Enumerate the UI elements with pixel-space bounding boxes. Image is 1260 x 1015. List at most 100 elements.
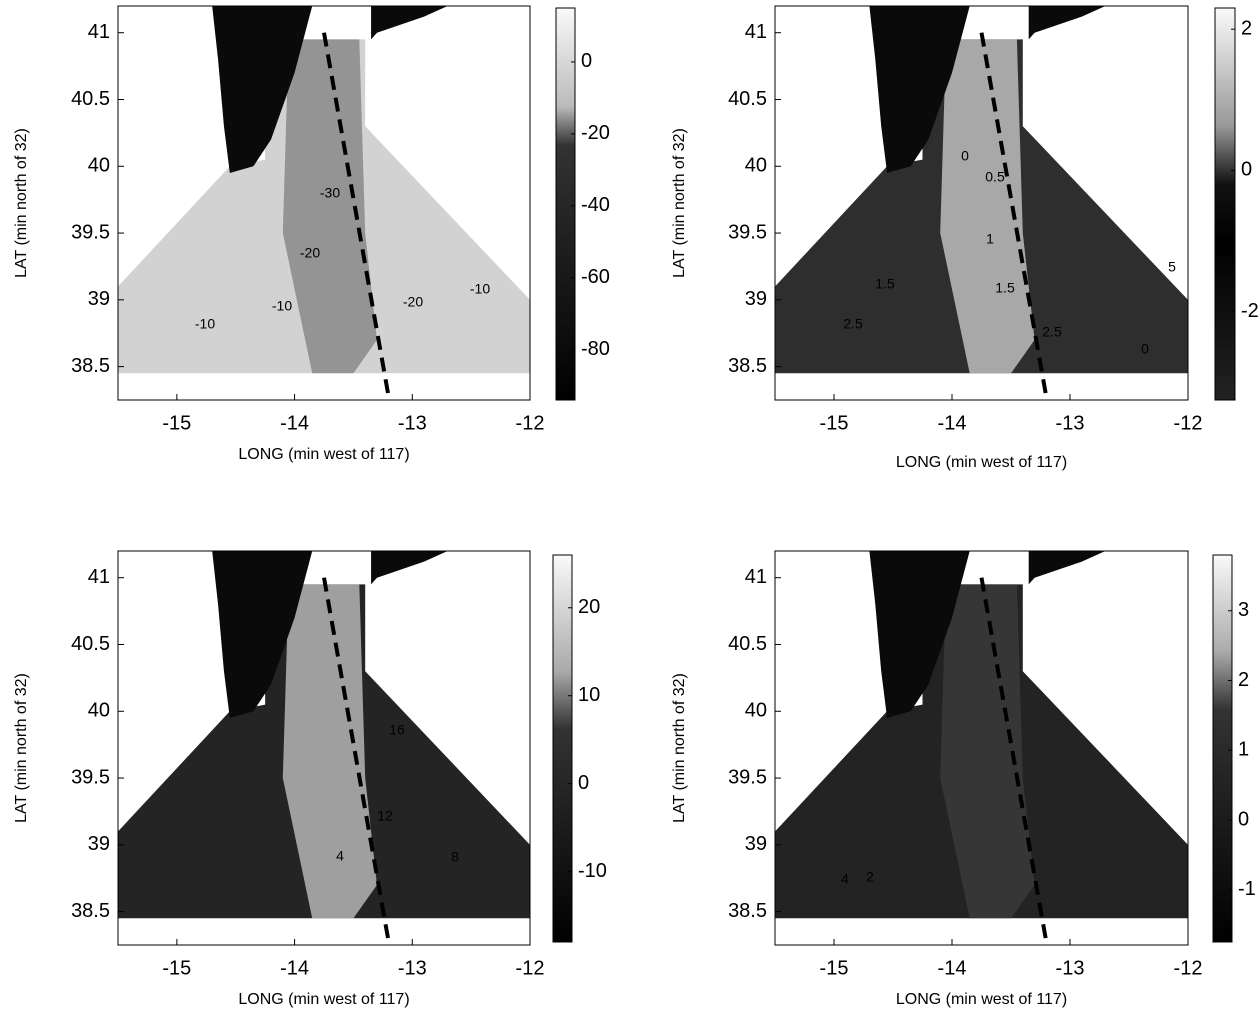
contour-label: 2 [866, 869, 874, 885]
y-tick-label: 39.5 [71, 221, 110, 243]
x-tick-label: -14 [280, 957, 309, 979]
y-tick-label: 38.5 [71, 900, 110, 922]
contour-label: -10 [470, 281, 490, 297]
y-tick-label: 39.5 [728, 766, 767, 788]
y-tick-label: 40.5 [71, 633, 110, 655]
x-tick-label: -15 [162, 412, 191, 434]
contour-label: 1.5 [995, 280, 1015, 296]
x-tick-label: -14 [938, 957, 967, 979]
contour-label: 0 [1141, 341, 1149, 357]
colorbar-tick-label: 3 [1238, 599, 1249, 621]
y-tick-label: 41 [88, 566, 110, 588]
y-axis-label: LAT (min north of 32) [13, 128, 30, 278]
y-tick-label: 40.5 [71, 88, 110, 110]
axes-frame [117, 550, 531, 946]
contour-label: 12 [377, 808, 393, 824]
colorbar-tick-label: 1 [1238, 739, 1249, 761]
contour-label: 4 [336, 848, 344, 864]
contour-label: -20 [300, 245, 320, 261]
y-tick-label: 41 [745, 566, 767, 588]
colorbar-tick-label: -2 [1241, 300, 1259, 322]
y-axis-label: LAT (min north of 32) [13, 673, 30, 823]
axes-frame [774, 5, 1189, 401]
colorbar-tick-label: 0 [1238, 808, 1249, 830]
colorbar-tick-label: -80 [581, 338, 610, 360]
field-feature [282, 584, 377, 919]
colorbar [1214, 7, 1236, 401]
y-tick-label: 41 [88, 21, 110, 43]
contour-label: 1.5 [875, 276, 895, 292]
colorbar-tick-label: 0 [1241, 159, 1252, 181]
y-tick-label: 38.5 [728, 355, 767, 377]
contour-label: -30 [320, 185, 340, 201]
x-tick-label: -13 [1056, 412, 1085, 434]
axes-frame [117, 5, 531, 401]
colorbar [1212, 554, 1233, 943]
land [212, 6, 313, 173]
contour-label: 2.5 [1042, 324, 1062, 340]
land [371, 551, 448, 585]
land [1028, 551, 1106, 585]
contour-label: 4 [841, 871, 849, 887]
colorbar-tick-label: 2 [1238, 669, 1249, 691]
y-tick-label: 41 [745, 21, 767, 43]
colorbar [555, 7, 576, 401]
contour-label: 8 [451, 849, 459, 865]
panel: -15 -14 -13 -12 38.5 39 39.5 4 0 40.5 41 LONG (min … [13, 550, 607, 1008]
colorbar-tick-label: 0 [578, 772, 589, 794]
land [1028, 6, 1106, 40]
x-tick-label: -15 [162, 957, 191, 979]
colorbar-tick-label: 0 [581, 50, 592, 72]
x-axis-label: LONG (min west of 117) [896, 991, 1067, 1008]
contour-label: 1 [986, 231, 994, 247]
colorbar [552, 554, 573, 943]
y-tick-label: 39 [745, 833, 767, 855]
ship-track [322, 32, 391, 398]
colorbar-tick-label: -1 [1238, 878, 1256, 900]
x-axis-label: LONG (min west of 117) [896, 454, 1067, 471]
y-tick-label: 39 [88, 833, 110, 855]
y-tick-label: 39 [88, 288, 110, 310]
field-feature [940, 584, 1035, 919]
land [212, 551, 313, 718]
y-tick-label: 40.5 [728, 633, 767, 655]
x-axis-label: LONG (min west of 117) [238, 991, 409, 1008]
ship-track [979, 577, 1049, 943]
colorbar-tick-label: -10 [578, 860, 607, 882]
y-axis-label: LAT (min north of 32) [671, 673, 688, 823]
y-tick-label: 40 [745, 700, 767, 722]
y-tick-label: 38.5 [728, 900, 767, 922]
y-axis-label: LAT (min north of 32) [671, 128, 688, 278]
contour-label: -10 [272, 298, 292, 314]
x-tick-label: -13 [398, 412, 427, 434]
contour-label: 5 [1168, 259, 1176, 275]
contour-label: 0 [961, 148, 969, 164]
colorbar-tick-label: 10 [578, 684, 600, 706]
colorbar-tick-label: -40 [581, 194, 610, 216]
land [371, 6, 448, 40]
y-tick-label: 39.5 [71, 766, 110, 788]
x-tick-label: -12 [1174, 957, 1203, 979]
land [869, 6, 970, 173]
axes-frame [774, 550, 1189, 946]
contour-label: -10 [195, 316, 215, 332]
x-tick-label: -14 [938, 412, 967, 434]
x-tick-label: -12 [516, 957, 545, 979]
contour-label: 2.5 [843, 316, 863, 332]
field-feature [282, 39, 377, 374]
colorbar-tick-label: -20 [581, 122, 610, 144]
x-tick-label: -14 [280, 412, 309, 434]
field-feature [940, 39, 1035, 374]
y-tick-label: 39.5 [728, 221, 767, 243]
y-tick-label: 39 [745, 288, 767, 310]
y-tick-label: 38.5 [71, 355, 110, 377]
contour-label: 16 [389, 722, 405, 738]
x-tick-label: -13 [398, 957, 427, 979]
x-axis-label: LONG (min west of 117) [238, 446, 409, 463]
contour-label: 0.5 [985, 169, 1005, 185]
contour-label: -20 [403, 294, 423, 310]
